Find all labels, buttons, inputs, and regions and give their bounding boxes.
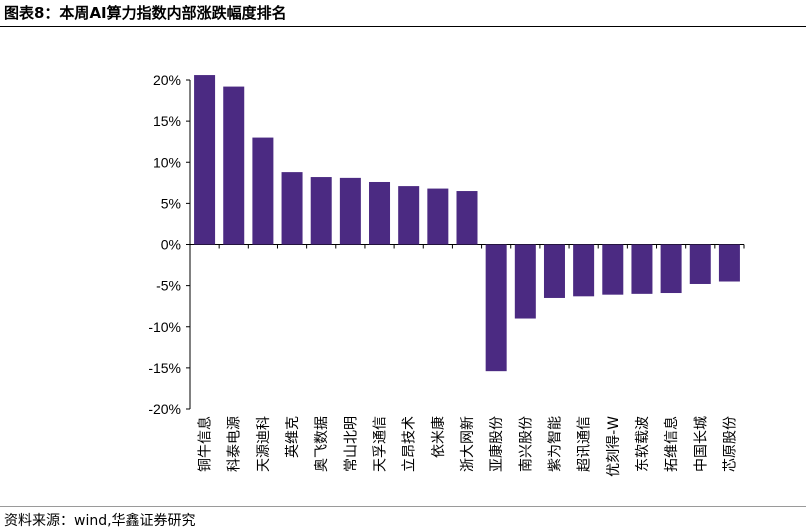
bar — [369, 181, 391, 245]
bar — [427, 188, 449, 245]
y-tick-label: -15% — [148, 360, 181, 376]
bar — [339, 177, 361, 245]
y-tick-label: 10% — [153, 154, 181, 170]
bar — [281, 172, 303, 245]
x-category-label: 浙大网新 — [460, 416, 476, 472]
source-note: 资料来源：wind,华鑫证券研究 — [4, 513, 196, 529]
y-tick-label: -10% — [148, 319, 181, 335]
bar — [660, 244, 682, 294]
x-category-label: 亚康股份 — [488, 416, 505, 472]
x-category-label: 英维克 — [284, 416, 301, 458]
y-tick-label: 0% — [161, 237, 181, 253]
bar — [543, 244, 565, 298]
title-divider — [0, 26, 806, 27]
bar — [456, 191, 478, 245]
bar — [252, 137, 274, 245]
x-category-label: 优刻得-W — [605, 416, 622, 477]
x-category-label: 常山北明 — [343, 416, 359, 472]
bar — [485, 244, 507, 372]
y-tick-label: -5% — [156, 278, 181, 294]
chart-title: 图表8：本周AI算力指数内部涨跌幅度排名 — [4, 4, 287, 22]
y-axis: 20% 15% 10% 5% 0% -5% -10% -15% -20% — [148, 72, 744, 417]
bars — [194, 75, 740, 372]
bar — [718, 244, 740, 282]
y-tick-label: 20% — [153, 72, 181, 88]
x-category-label: 东软载波 — [635, 416, 651, 472]
x-category-label: 依米康 — [430, 416, 447, 458]
bar — [194, 75, 216, 245]
y-tick-label: 5% — [161, 195, 181, 211]
x-category-label: 超讯通信 — [577, 416, 593, 472]
bar — [573, 244, 595, 297]
x-category-label: 铜牛信息 — [197, 416, 214, 472]
bar — [689, 244, 711, 284]
x-category-label: 拓维信息 — [663, 416, 680, 472]
bar — [398, 186, 420, 245]
x-category-label: 天源迪科 — [256, 416, 272, 472]
bar — [631, 244, 653, 294]
x-axis-labels: 铜牛信息 科泰电源 天源迪科 英维克 奥飞数据 常山北明 天孚通信 立昂技术 依米康 浙大网新 亚康… — [197, 244, 745, 477]
y-tick-label: -20% — [148, 401, 181, 417]
x-category-label: 中国长城 — [693, 416, 709, 472]
x-category-label: 天孚通信 — [373, 416, 389, 472]
bar — [514, 244, 536, 319]
bar-chart: 20% 15% 10% 5% 0% -5% -10% -15% -20% 铜牛信息 科泰电源 天源迪… — [148, 72, 745, 477]
x-category-label: 芯原股份 — [722, 416, 738, 472]
x-category-label: 科泰电源 — [227, 416, 243, 472]
x-category-label: 南兴股份 — [518, 416, 534, 472]
x-category-label: 紫为智能 — [547, 416, 563, 472]
bar — [602, 244, 624, 295]
source-divider — [0, 506, 806, 507]
x-category-label: 奥飞数据 — [313, 416, 330, 472]
y-tick-label: 15% — [153, 113, 181, 129]
bar — [310, 177, 332, 245]
x-category-label: 立昂技术 — [402, 416, 418, 472]
bar — [223, 86, 245, 245]
